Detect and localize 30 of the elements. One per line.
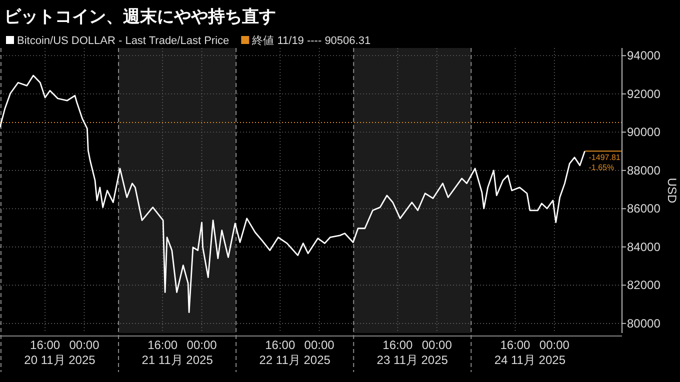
y-tick-label: 80000 — [627, 316, 661, 330]
x-tick-label: 16:00 — [500, 338, 531, 352]
text: 23 11月 2025 — [376, 353, 448, 367]
annotation: -1497.81 — [588, 153, 621, 162]
x-tick-label: 00:00 — [69, 338, 100, 352]
y-axis-title: USD — [665, 178, 679, 204]
y-tick-label: 82000 — [627, 278, 661, 292]
x-tick-label: 00:00 — [186, 338, 218, 352]
chart-title: ビットコイン、週末にやや持ち直す — [4, 7, 276, 26]
y-tick-label: 90000 — [627, 125, 661, 140]
y-tick-label: 84000 — [627, 240, 661, 254]
y-tick-label: 94000 — [627, 48, 661, 63]
y-tick-label: 86000 — [627, 202, 661, 216]
text: 22 11月 2025 — [259, 353, 331, 367]
line-series — [0, 74, 586, 314]
x-tick-label: 00:00 — [304, 338, 335, 352]
x-tick-label: 16:00 — [148, 338, 178, 352]
text: 20 11月 2025 — [24, 353, 96, 367]
y-tick-label: 92000 — [627, 86, 661, 101]
annotation: -1.65% — [588, 163, 614, 172]
legend-label: 終値 11/19 ---- 90506.31 — [251, 35, 371, 47]
text: 24 11月 2025 — [494, 353, 566, 367]
text: 21 11月 2025 — [142, 353, 214, 367]
x-tick-label: 16:00 — [30, 338, 60, 352]
x-tick-label: 00:00 — [539, 338, 570, 352]
x-tick-label: 16:00 — [265, 338, 296, 352]
x-tick-label: 00:00 — [422, 338, 452, 352]
y-tick-label: 88000 — [627, 163, 661, 178]
x-tick-label: 16:00 — [382, 338, 414, 352]
legend-label: Bitcoin/US DOLLAR - Last Trade/Last Price — [17, 35, 230, 47]
